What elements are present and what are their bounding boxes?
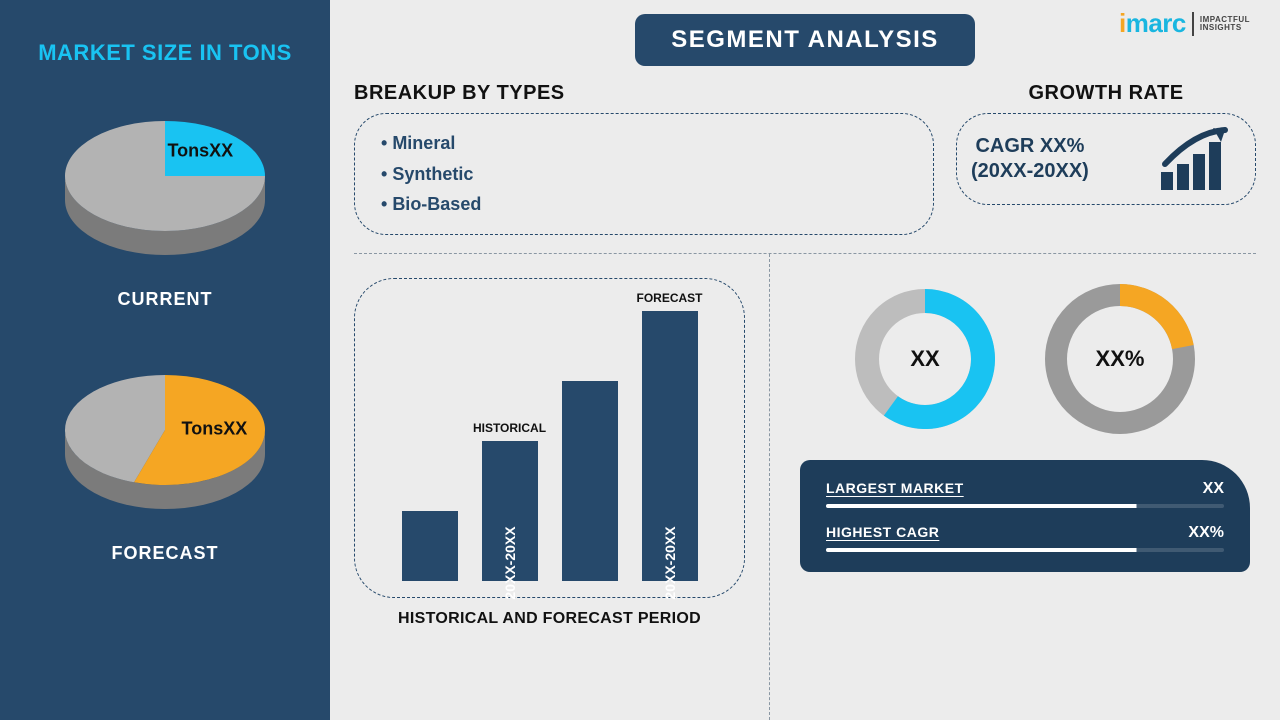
svg-text:TonsXX: TonsXX xyxy=(168,141,234,161)
growth-text: CAGR XX% (20XX-20XX) xyxy=(971,134,1089,184)
metric-name: LARGEST MARKET xyxy=(826,480,964,496)
donut-center: XX xyxy=(910,346,939,372)
growth-box: CAGR XX% (20XX-20XX) xyxy=(956,113,1256,205)
hist-caption: HISTORICAL AND FORECAST PERIOD xyxy=(398,610,701,628)
breakup-item: Mineral xyxy=(381,128,907,159)
page-title: SEGMENT ANALYSIS xyxy=(635,14,975,66)
bar: FORECAST20XX-20XX xyxy=(642,311,698,581)
pie-forecast-svg: TonsXX xyxy=(45,350,285,530)
donut-center: XX% xyxy=(1096,346,1145,372)
bar xyxy=(562,381,618,581)
left-sidebar: MARKET SIZE IN TONS TonsXX CURRENT TonsX… xyxy=(0,0,330,720)
growth-section: GROWTH RATE CAGR XX% (20XX-20XX) xyxy=(956,82,1256,235)
main-area: SEGMENT ANALYSIS iimarcmarc IMPACTFUL IN… xyxy=(330,0,1280,720)
logo-tag2: INSIGHTS xyxy=(1200,24,1250,32)
breakup-item: Bio-Based xyxy=(381,189,907,220)
breakup-title: BREAKUP BY TYPES xyxy=(354,82,934,105)
bars-container: HISTORICAL20XX-20XX FORECAST20XX-20XX xyxy=(354,278,745,598)
metric-bar xyxy=(826,548,1224,552)
top-row: BREAKUP BY TYPES MineralSyntheticBio-Bas… xyxy=(330,72,1280,253)
pie-forecast: TonsXX FORECAST xyxy=(45,350,285,564)
breakup-section: BREAKUP BY TYPES MineralSyntheticBio-Bas… xyxy=(354,82,934,235)
donut: XX% xyxy=(1045,284,1195,434)
stats-section: XX XX% LARGEST MARKET XX HIGHEST CAGR XX… xyxy=(770,254,1280,720)
left-title: MARKET SIZE IN TONS xyxy=(38,40,292,66)
header: SEGMENT ANALYSIS iimarcmarc IMPACTFUL IN… xyxy=(330,0,1280,72)
metric-value: XX xyxy=(1203,480,1224,498)
pie-current-svg: TonsXX xyxy=(45,96,285,276)
breakup-item: Synthetic xyxy=(381,159,907,190)
bar xyxy=(402,511,458,581)
donuts-row: XX XX% xyxy=(800,284,1250,434)
metric-name: HIGHEST CAGR xyxy=(826,524,939,540)
bar: HISTORICAL20XX-20XX xyxy=(482,441,538,581)
pie-forecast-label: FORECAST xyxy=(45,543,285,564)
donut: XX xyxy=(855,289,995,429)
hist-section: HISTORICAL20XX-20XX FORECAST20XX-20XX HIS… xyxy=(330,254,770,720)
growth-icon xyxy=(1155,124,1241,194)
bottom-row: HISTORICAL20XX-20XX FORECAST20XX-20XX HIS… xyxy=(330,254,1280,720)
svg-text:TonsXX: TonsXX xyxy=(182,418,248,438)
metric-card: LARGEST MARKET XX HIGHEST CAGR XX% xyxy=(800,460,1250,572)
pie-current-label: CURRENT xyxy=(45,289,285,310)
logo: iimarcmarc IMPACTFUL INSIGHTS xyxy=(1119,8,1250,39)
metric-row: HIGHEST CAGR XX% xyxy=(826,524,1224,552)
breakup-box: MineralSyntheticBio-Based xyxy=(354,113,934,235)
metric-bar xyxy=(826,504,1224,508)
growth-title: GROWTH RATE xyxy=(956,82,1256,105)
breakup-list: MineralSyntheticBio-Based xyxy=(381,128,907,220)
metric-value: XX% xyxy=(1188,524,1224,542)
pie-current: TonsXX CURRENT xyxy=(45,96,285,310)
metric-row: LARGEST MARKET XX xyxy=(826,480,1224,508)
logo-text: iimarcmarc xyxy=(1119,8,1186,39)
